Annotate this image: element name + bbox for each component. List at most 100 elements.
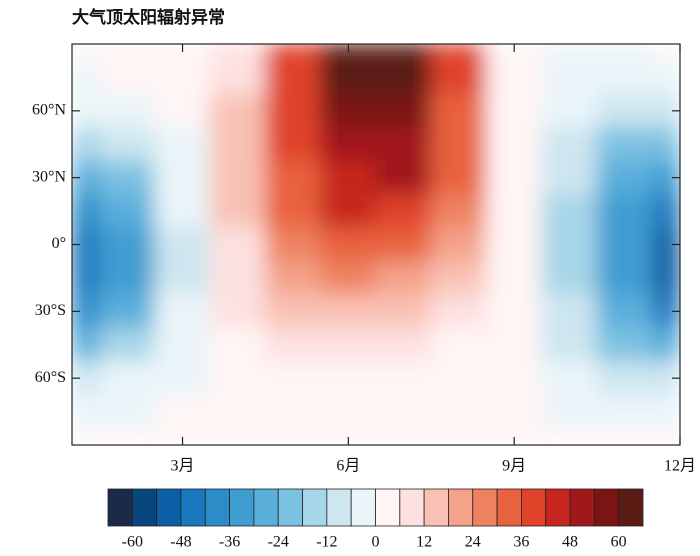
field-cell [320, 44, 377, 62]
colorbar-tick-label: -48 [170, 534, 191, 551]
colorbar-box [156, 488, 182, 527]
field-cell [72, 193, 101, 229]
field-cell [596, 93, 653, 129]
field-cell [154, 394, 211, 429]
field-cell [264, 427, 322, 445]
field-cell [72, 60, 101, 95]
field-cell [486, 60, 543, 95]
colorbar-tick-label: 36 [513, 534, 529, 551]
field-cell [99, 60, 156, 95]
field-cell [596, 160, 653, 195]
field-cell [209, 60, 266, 95]
field-cell [430, 327, 488, 362]
colorbar-tick-label: 24 [465, 534, 481, 551]
field-cell [209, 294, 266, 329]
field-cell [541, 427, 598, 445]
field-cell [154, 60, 211, 95]
y-tick-label: 30°N [32, 168, 66, 185]
colorbar-box [326, 488, 352, 527]
field-cell [320, 394, 377, 429]
field-cell [596, 394, 653, 429]
field-cell [430, 93, 488, 129]
field-cell [72, 260, 101, 296]
field-cell [209, 360, 266, 396]
field-cell [99, 193, 156, 229]
field-cell [486, 193, 543, 229]
field-cell [430, 127, 488, 162]
field-cell [154, 127, 211, 162]
colorbar-box [350, 488, 376, 527]
colorbar-tick-label: -36 [219, 534, 240, 551]
colorbar-box [545, 488, 571, 527]
field-cell [320, 360, 377, 396]
colorbar-box [375, 488, 401, 527]
field-cell [596, 294, 653, 329]
field-cell [375, 360, 432, 396]
x-tick-label: 9月 [502, 458, 526, 475]
field-cell [596, 127, 653, 162]
colorbar-tick-label: -60 [122, 534, 143, 551]
y-tick-label: 60°N [32, 102, 66, 119]
field-cell [596, 193, 653, 229]
colorbar: -60 -48 -36 -24 -12 0 12 24 36 48 60 [107, 488, 644, 551]
field-cell [541, 294, 598, 329]
field-cell [486, 294, 543, 329]
field-cell [320, 260, 377, 296]
field-cell [264, 227, 322, 262]
colorbar-box [302, 488, 328, 527]
field-cell [375, 294, 432, 329]
field-cell [541, 44, 598, 62]
field-cell [154, 260, 211, 296]
field-cell [154, 294, 211, 329]
chart-title: 大气顶太阳辐射异常 [72, 7, 225, 28]
field-cell [375, 160, 432, 195]
field-cell [320, 193, 377, 229]
field-cell [375, 427, 432, 445]
field-cell [651, 394, 680, 429]
field-cell [486, 44, 543, 62]
field-cell [541, 193, 598, 229]
field-cell [72, 44, 101, 62]
field-cell [541, 360, 598, 396]
field-cell [209, 93, 266, 129]
colorbar-box [277, 488, 303, 527]
field-cell [651, 127, 680, 162]
field-cell [154, 327, 211, 362]
field-cell [430, 160, 488, 195]
field-cell [541, 60, 598, 95]
field-cell [486, 93, 543, 129]
field-cell [651, 60, 680, 95]
field-cell [541, 93, 598, 129]
colorbar-tick-label: 12 [416, 534, 432, 551]
field-cell [264, 160, 322, 195]
field-cell [99, 127, 156, 162]
cells [72, 44, 680, 445]
field-cell [651, 260, 680, 296]
field-cell [209, 427, 266, 445]
colorbar-tick-label: -12 [316, 534, 337, 551]
field-cell [99, 44, 156, 62]
y-tick-label: 0° [52, 235, 66, 252]
field-cell [99, 360, 156, 396]
field-cell [264, 327, 322, 362]
field-cell [375, 327, 432, 362]
field-cell [99, 294, 156, 329]
field-cell [320, 127, 377, 162]
field-cell [430, 394, 488, 429]
field-cell [264, 294, 322, 329]
field-cell [99, 260, 156, 296]
x-tick-label: 3月 [171, 458, 195, 475]
field-cell [99, 93, 156, 129]
colorbar-box [253, 488, 279, 527]
field-cell [375, 93, 432, 129]
field-cell [430, 227, 488, 262]
field-cell [264, 44, 322, 62]
field-cell [430, 294, 488, 329]
colorbar-box [618, 488, 644, 527]
field-cell [209, 193, 266, 229]
colorbar-box [399, 488, 425, 527]
axes: 3月 6月 9月 12月 60°N 30°N 0° 30°S 60°S [32, 44, 696, 475]
colorbar-box [204, 488, 230, 527]
y-tick-label: 60°S [35, 369, 66, 386]
